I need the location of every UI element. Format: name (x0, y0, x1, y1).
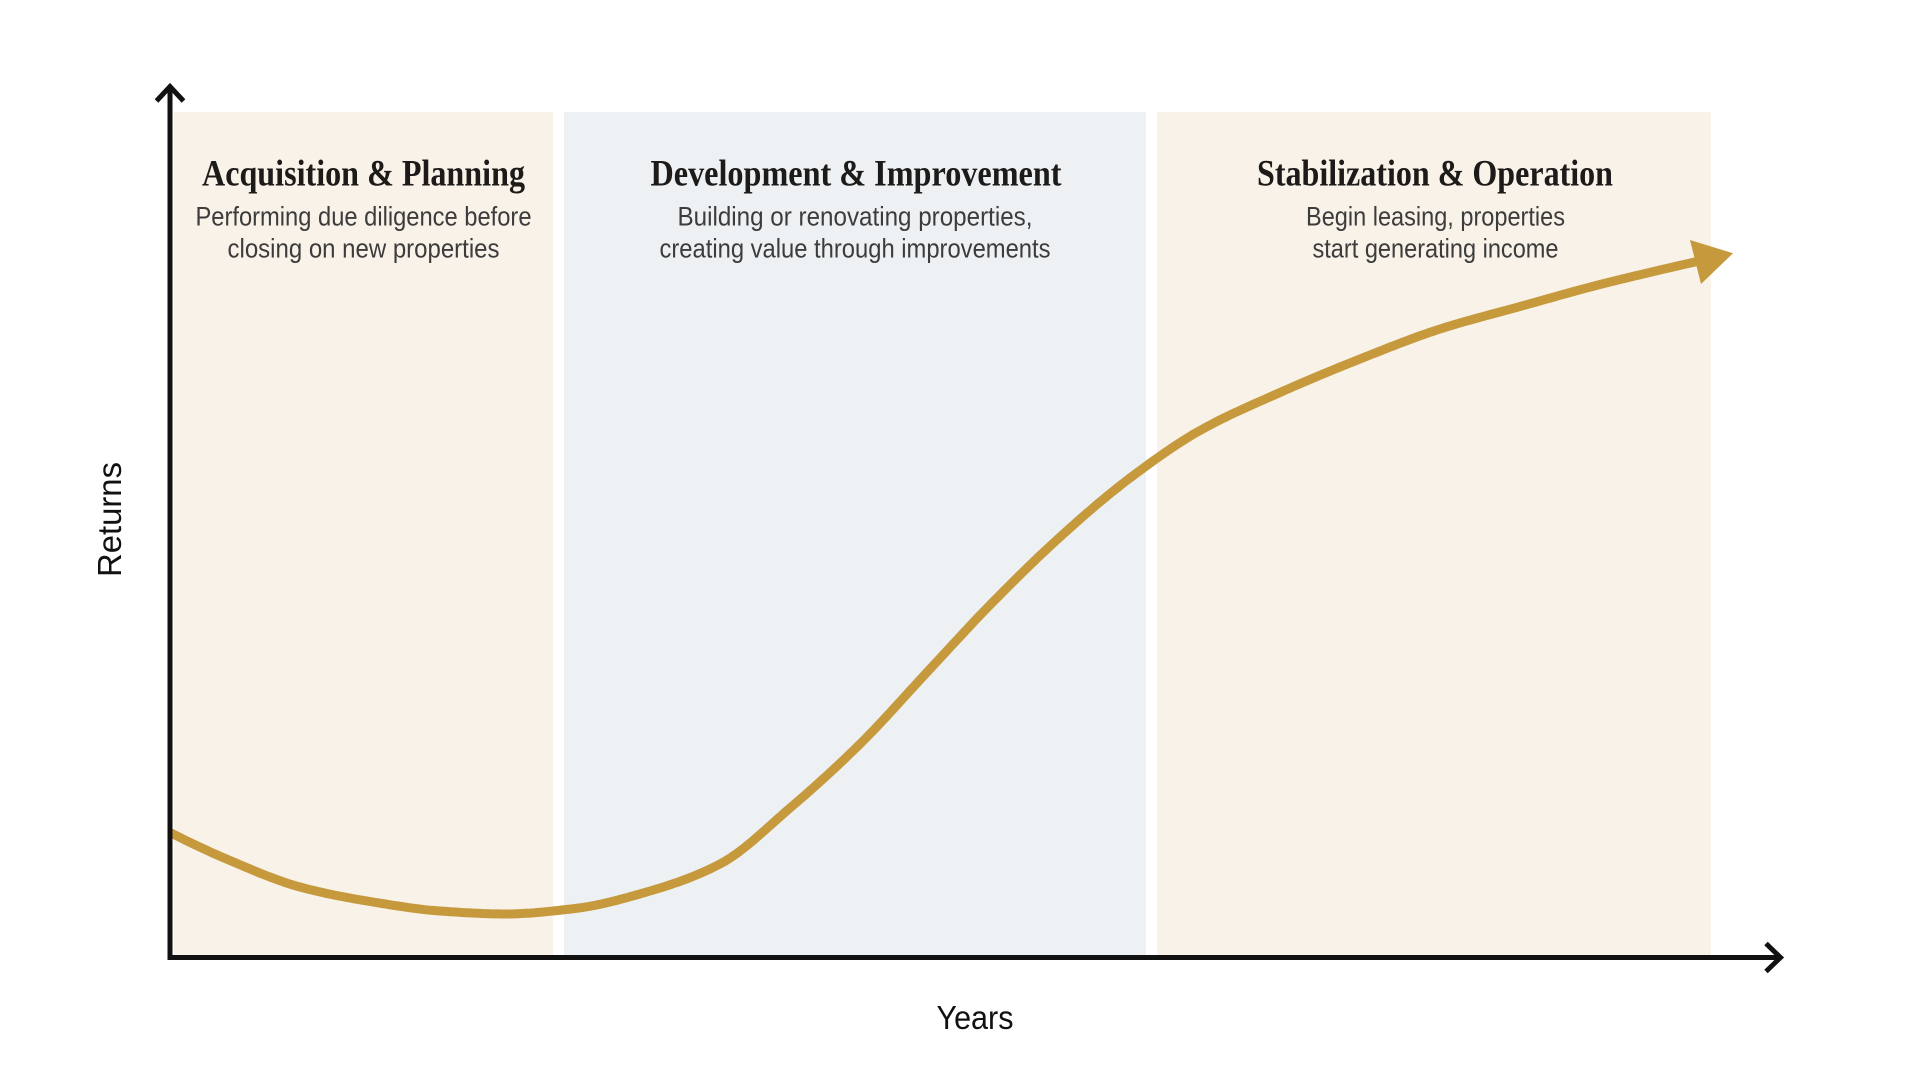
svg-text:Development & Improvement: Development & Improvement (651, 154, 1063, 195)
svg-text:Returns: Returns (91, 462, 128, 577)
svg-text:Years: Years (937, 999, 1014, 1036)
svg-text:closing on new properties: closing on new properties (228, 233, 500, 263)
svg-text:Acquisition & Planning: Acquisition & Planning (202, 154, 525, 195)
svg-text:creating value through improve: creating value through improvements (660, 233, 1051, 263)
svg-text:Performing due diligence befor: Performing due diligence before (196, 201, 532, 231)
svg-text:Building or renovating propert: Building or renovating properties, (678, 201, 1033, 231)
svg-text:start generating income: start generating income (1313, 233, 1559, 263)
svg-text:Begin leasing, properties: Begin leasing, properties (1306, 201, 1565, 231)
svg-text:Stabilization & Operation: Stabilization & Operation (1257, 154, 1613, 195)
